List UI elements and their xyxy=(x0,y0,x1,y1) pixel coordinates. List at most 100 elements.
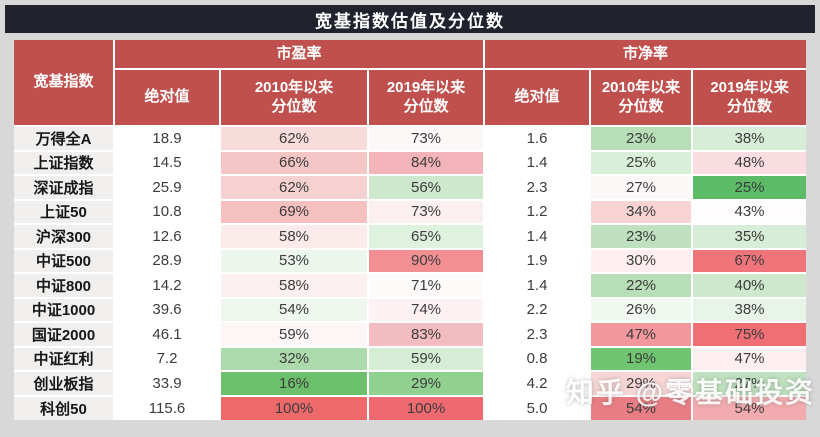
value-cell: 19% xyxy=(589,345,693,372)
index-name-cell: 深证成指 xyxy=(14,174,115,201)
value-cell: 14.2 xyxy=(113,272,221,299)
value-cell: 1.4 xyxy=(483,272,591,299)
value-cell: 38% xyxy=(690,296,807,323)
value-cell: 58% xyxy=(219,223,369,250)
index-name-cell: 中证800 xyxy=(14,272,115,299)
value-cell: 75% xyxy=(690,321,807,348)
value-cell: 2.3 xyxy=(483,321,591,348)
value-cell: 30% xyxy=(589,247,693,274)
value-cell: 43% xyxy=(690,198,807,225)
header-pe-absolute: 绝对值 xyxy=(114,68,221,127)
header-line1: 2019年以来 xyxy=(386,78,466,96)
value-cell: 25% xyxy=(589,149,693,176)
value-cell: 54% xyxy=(219,296,369,323)
value-cell: 54% xyxy=(690,394,807,420)
value-cell: 59% xyxy=(219,321,369,348)
value-cell: 59% xyxy=(367,345,485,372)
index-name-cell: 沪深300 xyxy=(14,223,115,250)
value-cell: 67% xyxy=(690,247,807,274)
index-name-cell: 中证1000 xyxy=(14,296,115,323)
value-cell: 90% xyxy=(367,247,485,274)
value-cell: 47% xyxy=(589,321,693,348)
index-name-cell: 上证指数 xyxy=(14,149,115,176)
table-row: 创业板指 33.9 16% 29% 4.2 29% 27% xyxy=(14,370,807,397)
value-cell: 73% xyxy=(367,198,485,225)
header-sub-row: 绝对值 2010年以来 分位数 2019年以来 分位数 绝对值 2010年以来 xyxy=(14,68,807,127)
header-line1: 2010年以来 xyxy=(254,78,334,96)
value-cell: 1.6 xyxy=(483,125,591,152)
index-name-cell: 科创50 xyxy=(14,394,115,420)
value-cell: 12.6 xyxy=(113,223,221,250)
valuation-table: 宽基指数 市盈率 市净率 绝对值 2010年以来 分位数 2019年以来 分位数 xyxy=(14,40,807,420)
value-cell: 27% xyxy=(589,174,693,201)
value-cell: 1.4 xyxy=(483,223,591,250)
value-cell: 1.9 xyxy=(483,247,591,274)
value-cell: 83% xyxy=(367,321,485,348)
header-pe-2019-percentile: 2019年以来 分位数 xyxy=(367,68,485,127)
header-line1: 绝对值 xyxy=(514,88,560,106)
header-pb-2019-percentile: 2019年以来 分位数 xyxy=(690,68,807,127)
header-line1: 2019年以来 xyxy=(710,78,789,96)
header-pb-absolute: 绝对值 xyxy=(483,68,591,127)
value-cell: 62% xyxy=(219,174,369,201)
value-cell: 39.6 xyxy=(113,296,221,323)
value-cell: 2.3 xyxy=(483,174,591,201)
value-cell: 18.9 xyxy=(113,125,221,152)
value-cell: 46.1 xyxy=(113,321,221,348)
value-cell: 69% xyxy=(219,198,369,225)
value-cell: 5.0 xyxy=(483,394,591,420)
index-name-cell: 万得全A xyxy=(14,125,115,152)
value-cell: 23% xyxy=(589,125,693,152)
value-cell: 38% xyxy=(690,125,807,152)
value-cell: 35% xyxy=(690,223,807,250)
index-name-cell: 中证500 xyxy=(14,247,115,274)
table-row: 沪深300 12.6 58% 65% 1.4 23% 35% xyxy=(14,223,807,250)
value-cell: 53% xyxy=(219,247,369,274)
value-cell: 56% xyxy=(367,174,485,201)
value-cell: 62% xyxy=(219,125,369,152)
header-pb-2010-percentile: 2010年以来 分位数 xyxy=(589,68,693,127)
header-line1: 2010年以来 xyxy=(601,78,681,96)
table-row: 中证红利 7.2 32% 59% 0.8 19% 47% xyxy=(14,345,807,372)
index-name-cell: 上证50 xyxy=(14,198,115,225)
table-row: 深证成指 25.9 62% 56% 2.3 27% 25% xyxy=(14,174,807,201)
value-cell: 1.2 xyxy=(483,198,591,225)
table-row: 中证800 14.2 58% 71% 1.4 22% 40% xyxy=(14,272,807,299)
header-group-pb: 市净率 xyxy=(482,40,807,70)
value-cell: 115.6 xyxy=(113,394,221,420)
value-cell: 58% xyxy=(219,272,369,299)
value-cell: 29% xyxy=(589,370,693,397)
header-line2: 分位数 xyxy=(727,97,773,115)
header-group-row: 宽基指数 市盈率 市净率 xyxy=(14,40,807,127)
value-cell: 1.4 xyxy=(483,149,591,176)
value-cell: 23% xyxy=(589,223,693,250)
value-cell: 25% xyxy=(690,174,807,201)
table-header: 宽基指数 市盈率 市净率 绝对值 2010年以来 分位数 2019年以来 分位数 xyxy=(14,40,807,127)
value-cell: 54% xyxy=(589,394,693,420)
value-cell: 71% xyxy=(367,272,485,299)
header-line2: 分位数 xyxy=(618,97,664,115)
value-cell: 0.8 xyxy=(483,345,591,372)
header-line2: 分位数 xyxy=(403,97,449,115)
value-cell: 7.2 xyxy=(113,345,221,372)
index-name-cell: 创业板指 xyxy=(14,370,115,397)
value-cell: 29% xyxy=(367,370,485,397)
value-cell: 4.2 xyxy=(483,370,591,397)
value-cell: 25.9 xyxy=(113,174,221,201)
index-name-cell: 国证2000 xyxy=(14,321,115,348)
table-row: 国证2000 46.1 59% 83% 2.3 47% 75% xyxy=(14,321,807,348)
value-cell: 100% xyxy=(219,394,369,420)
table-row: 万得全A 18.9 62% 73% 1.6 23% 38% xyxy=(14,125,807,152)
table-row: 中证1000 39.6 54% 74% 2.2 26% 38% xyxy=(14,296,807,323)
header-group-pe: 市盈率 xyxy=(113,40,485,70)
value-cell: 84% xyxy=(367,149,485,176)
header-line2: 分位数 xyxy=(271,97,317,115)
value-cell: 16% xyxy=(219,370,369,397)
value-cell: 27% xyxy=(690,370,807,397)
index-name-cell: 中证红利 xyxy=(14,345,115,372)
value-cell: 34% xyxy=(589,198,693,225)
table-row: 科创50 115.6 100% 100% 5.0 54% 54% xyxy=(14,394,807,420)
value-cell: 66% xyxy=(219,149,369,176)
header-pe-2010-percentile: 2010年以来 分位数 xyxy=(219,68,369,127)
